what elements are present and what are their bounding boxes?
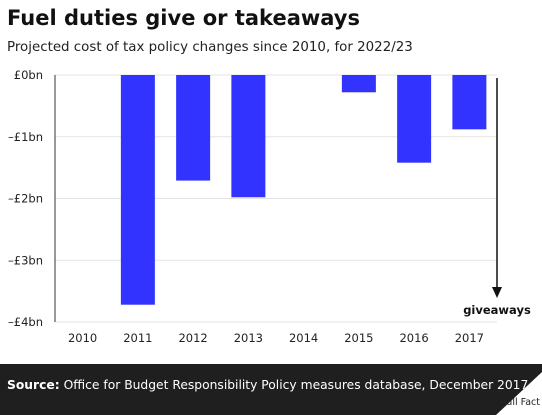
y-tick-label: –£4bn: [8, 315, 43, 329]
x-tick-label: 2014: [289, 331, 318, 345]
bar-2012: [176, 75, 211, 181]
x-tick-label: 2012: [178, 331, 207, 345]
y-tick-label: –£2bn: [8, 192, 43, 206]
bar-2017: [452, 75, 487, 130]
source-text: Office for Budget Responsibility Policy …: [59, 378, 529, 392]
y-tick-label: –£3bn: [8, 253, 43, 267]
bar-2013: [231, 75, 266, 198]
bar-2011: [120, 75, 155, 305]
x-tick-label: 2016: [399, 331, 428, 345]
giveaways-arrow-head: [492, 287, 502, 298]
source-note: Source: Office for Budget Responsibility…: [7, 378, 528, 392]
x-tick-label: 2010: [68, 331, 97, 345]
source-label: Source:: [7, 378, 60, 392]
x-tick-label: 2013: [234, 331, 263, 345]
x-tick-label: 2017: [455, 331, 484, 345]
x-tick-label: 2011: [123, 331, 152, 345]
logo-text: Full Fact: [501, 397, 540, 408]
chart-title: Fuel duties give or takeaways: [7, 6, 360, 30]
x-tick-label: 2015: [344, 331, 373, 345]
giveaways-annotation: giveaways: [463, 303, 531, 317]
bar-2015: [341, 75, 376, 93]
footer: Source: Office for Budget Responsibility…: [0, 364, 542, 415]
chart-subtitle: Projected cost of tax policy changes sin…: [7, 40, 413, 55]
bar-chart: £0bn –£1bn –£2bn –£3bn –£4bn 2010 2011 2012 2013…: [8, 68, 531, 345]
y-tick-label: –£1bn: [8, 130, 43, 144]
y-tick-label: £0bn: [14, 68, 43, 82]
full-fact-logo: [496, 372, 542, 415]
bar-2016: [397, 75, 432, 163]
